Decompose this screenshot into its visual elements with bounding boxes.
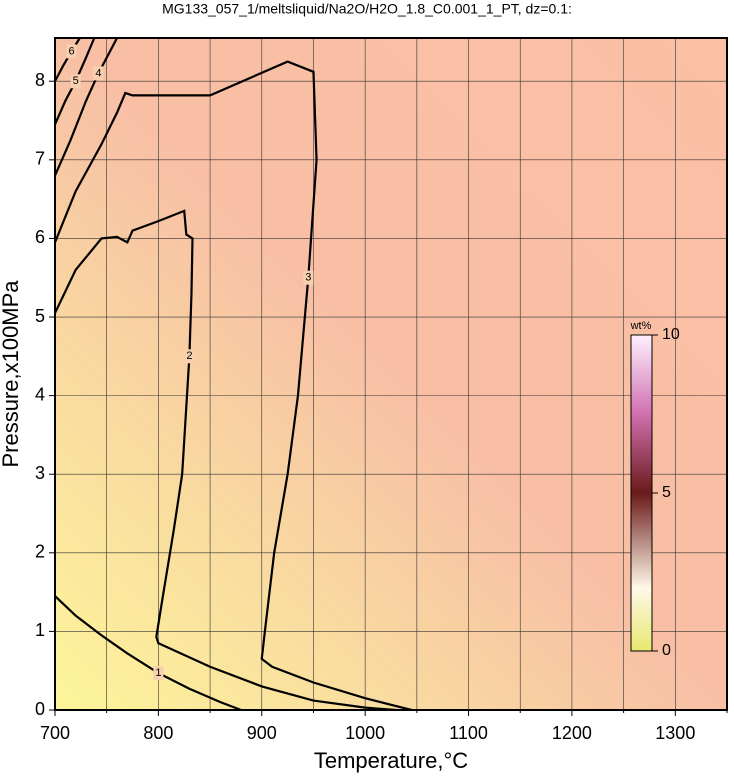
colorbar-tick-label: 0 bbox=[662, 642, 671, 659]
contour-line bbox=[54, 595, 242, 712]
x-tick-label: 900 bbox=[247, 723, 277, 743]
x-tick-label: 1300 bbox=[655, 723, 695, 743]
x-tick-label: 1200 bbox=[552, 723, 592, 743]
x-tick-label: 700 bbox=[40, 723, 70, 743]
x-tick-label: 1100 bbox=[449, 723, 488, 743]
plot-background bbox=[55, 38, 727, 710]
contour-line bbox=[53, 60, 412, 712]
contour-label: 2 bbox=[186, 350, 192, 362]
y-tick-label: 8 bbox=[35, 70, 45, 90]
contour-label-bg bbox=[93, 66, 104, 81]
plot-frame bbox=[54, 37, 728, 711]
contour-label: 4 bbox=[95, 67, 101, 79]
contour-line bbox=[54, 209, 397, 712]
y-tick-label: 0 bbox=[35, 699, 45, 719]
y-axis-label: Pressure,x100MPa bbox=[0, 280, 23, 468]
chart-title: MG133_057_1/meltsliquid/Na2O/H2O_1.8_C0.… bbox=[162, 1, 572, 17]
contour-label: 1 bbox=[155, 667, 161, 679]
y-tick-label: 2 bbox=[35, 542, 45, 562]
colorbar-tick-label: 5 bbox=[662, 484, 671, 501]
y-tick-label: 3 bbox=[35, 463, 45, 483]
contour-label-bg bbox=[303, 270, 314, 285]
colorbar-label: wt% bbox=[630, 320, 652, 332]
contour-label-bg bbox=[66, 44, 77, 59]
contour-label: 5 bbox=[73, 75, 79, 87]
y-tick-label: 6 bbox=[35, 227, 45, 247]
x-tick-label: 1000 bbox=[345, 723, 385, 743]
contour-label-bg bbox=[153, 666, 164, 681]
contour-line bbox=[53, 37, 119, 176]
colorbar bbox=[630, 334, 653, 652]
y-tick-label: 4 bbox=[35, 384, 45, 404]
y-tick-label: 5 bbox=[35, 306, 45, 326]
contour-label: 3 bbox=[305, 272, 311, 284]
contour-label-bg bbox=[70, 74, 81, 89]
contour-label-bg bbox=[184, 349, 195, 364]
x-tick-label: 800 bbox=[143, 723, 173, 743]
y-tick-label: 1 bbox=[35, 620, 45, 640]
y-tick-label: 7 bbox=[35, 149, 45, 169]
x-axis-label: Temperature,°C bbox=[314, 748, 468, 773]
contour-label: 6 bbox=[68, 45, 74, 57]
colorbar-tick-label: 10 bbox=[662, 326, 680, 343]
